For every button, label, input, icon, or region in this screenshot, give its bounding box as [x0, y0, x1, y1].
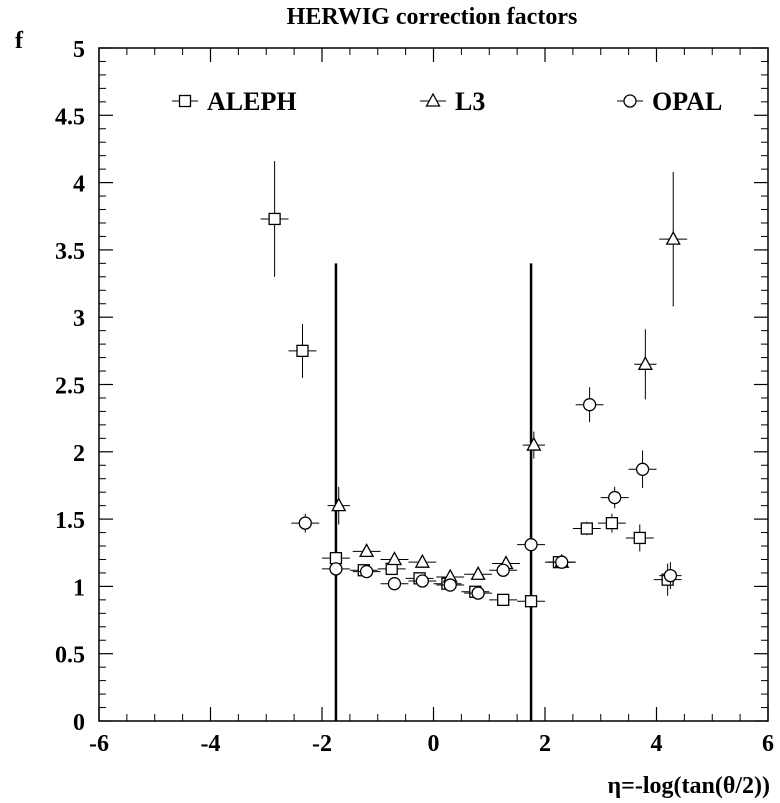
- opal-point: [635, 462, 650, 476]
- y-tick-label: 2: [73, 441, 85, 467]
- x-tick-label: -2: [312, 731, 332, 757]
- y-tick-label: 0.5: [55, 643, 85, 669]
- plot-frame: [98, 47, 769, 722]
- l3-point: [386, 551, 403, 566]
- opal-point: [443, 578, 457, 592]
- l3-point: [637, 355, 653, 370]
- y-tick-label: 1: [73, 575, 85, 601]
- opal-point: [471, 586, 485, 600]
- plot-area: -6 -4 -2 0 2 4 6 0 0.5 1 1.5 2 2.5 3 3.5 4 4.5 5: [55, 37, 774, 757]
- opal-point: [582, 398, 597, 412]
- opal-point: [415, 574, 430, 588]
- opal-point: [496, 563, 510, 577]
- aleph-point: [633, 531, 646, 545]
- opal-point: [555, 555, 569, 569]
- l3-point: [526, 436, 542, 451]
- opal-point: [387, 577, 402, 591]
- l3-point: [359, 543, 375, 558]
- l3-point: [331, 497, 347, 512]
- legend-opal-marker: [623, 94, 637, 108]
- aleph-point: [329, 551, 343, 565]
- y-tick-label: 0: [73, 710, 85, 736]
- y-tick-label: 3.5: [55, 239, 85, 265]
- legend: ALEPH L3 OPAL: [172, 87, 722, 116]
- y-tick-label: 4: [73, 172, 85, 198]
- x-axis-label: η=-log(tan(θ/2)): [608, 773, 770, 799]
- aleph-point: [268, 212, 281, 226]
- aleph-point: [580, 522, 593, 535]
- aleph-point: [497, 593, 510, 607]
- x-tick-label: 0: [428, 731, 440, 757]
- l3-point: [665, 230, 681, 245]
- aleph-point: [605, 516, 619, 530]
- l3-point: [414, 553, 430, 568]
- x-tick-label: -4: [201, 731, 221, 757]
- l3-point: [470, 565, 486, 580]
- x-tick-label: 4: [651, 731, 663, 757]
- opal-point: [329, 562, 343, 576]
- legend-opal-label: OPAL: [652, 87, 722, 116]
- y-tick-label: 2.5: [55, 374, 85, 400]
- legend-l3-marker: [425, 92, 441, 107]
- x-tick-label: -6: [89, 731, 109, 757]
- opal-point: [608, 490, 622, 505]
- opal-point: [524, 538, 538, 552]
- legend-aleph-label: ALEPH: [207, 87, 297, 116]
- legend-l3-label: L3: [455, 87, 485, 116]
- x-tick-label: 6: [762, 731, 774, 757]
- y-tick-label: 1.5: [55, 508, 85, 534]
- opal-point: [663, 568, 678, 583]
- y-axis-label: f: [15, 28, 24, 54]
- aleph-point: [524, 595, 538, 608]
- x-tick-label: 2: [539, 731, 551, 757]
- y-tick-label: 4.5: [55, 104, 85, 130]
- y-tick-label: 5: [73, 37, 85, 63]
- opal-point: [298, 516, 312, 530]
- chart-title: HERWIG correction factors: [287, 4, 578, 30]
- aleph-point: [296, 344, 309, 358]
- legend-aleph-marker: [178, 94, 192, 108]
- y-tick-label: 3: [73, 306, 85, 332]
- opal-point: [359, 564, 374, 579]
